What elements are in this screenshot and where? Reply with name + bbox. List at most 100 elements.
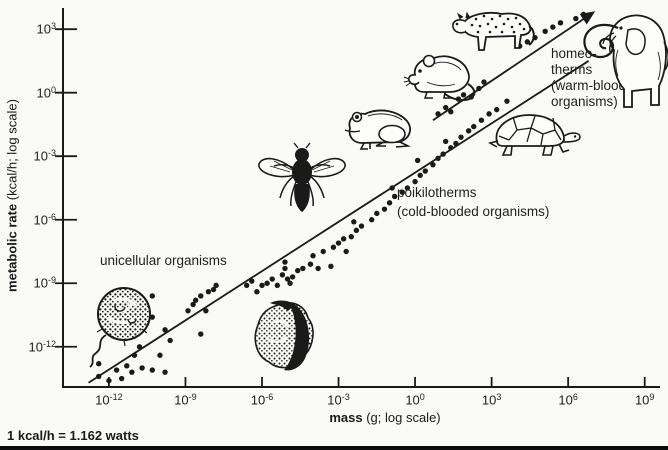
data-point (550, 24, 556, 30)
data-point (389, 185, 395, 191)
data-point (243, 282, 250, 289)
data-point (124, 363, 130, 369)
data-point (307, 261, 314, 267)
x-tick-label-10e6: 106 (558, 392, 578, 408)
data-point (348, 233, 354, 240)
data-point (476, 85, 482, 92)
data-point (315, 265, 321, 272)
x-axis-title: mass (g; log scale) (240, 410, 530, 425)
data-point (149, 367, 155, 373)
data-point (471, 123, 477, 130)
data-point (435, 155, 441, 162)
data-point (310, 253, 316, 259)
data-point (358, 223, 365, 229)
data-point (386, 200, 393, 206)
annotation-unicellular-organisms: unicellular organisms (100, 253, 227, 268)
data-point (422, 168, 428, 174)
data-point (162, 369, 168, 375)
data-point (320, 248, 326, 255)
unit-conversion-note: 1 kcal/h = 1.162 watts (7, 428, 139, 443)
data-point (330, 244, 337, 250)
x-tick-label-10e-6: 10-6 (250, 392, 274, 408)
elephant-icon (583, 14, 668, 108)
data-point (131, 352, 138, 358)
data-point (96, 361, 102, 367)
data-point (167, 337, 173, 344)
data-point (478, 117, 485, 123)
y-axis-title: metabolic rate (kcal/h; log scale) (5, 56, 20, 336)
data-point (113, 367, 120, 373)
data-point (465, 128, 472, 134)
data-point (442, 104, 449, 111)
data-point (190, 301, 196, 308)
data-point (369, 217, 375, 223)
data-point (335, 240, 342, 246)
data-point (136, 344, 143, 350)
data-point (210, 286, 217, 293)
data-point (448, 145, 454, 151)
data-point (381, 206, 388, 212)
x-tick-label-10e3: 103 (481, 392, 502, 408)
data-point (282, 259, 288, 265)
data-series (88, 11, 596, 384)
data-point (542, 28, 548, 34)
data-point (198, 331, 204, 337)
data-point (351, 219, 357, 225)
data-point (460, 92, 467, 98)
data-point (269, 276, 275, 282)
data-point (481, 79, 487, 85)
data-point (573, 15, 579, 22)
trend-line-0 (88, 60, 590, 384)
data-point (486, 111, 492, 117)
data-point (458, 134, 464, 140)
annotation-homeotherms: homeo- therms (warm-blooded organisms) (551, 46, 641, 110)
annotation-homeotherms-line4: organisms) (551, 94, 618, 109)
data-point (414, 157, 421, 164)
y-axis-title-bold: metabolic rate (4, 203, 20, 292)
data-point (139, 365, 145, 371)
y-axis-title-rest: (kcal/h; log scale) (4, 99, 20, 204)
data-point (203, 308, 209, 314)
data-point (287, 280, 293, 286)
x-tick-label-10e-12: 10-12 (95, 392, 123, 408)
data-point (412, 178, 418, 185)
data-point (284, 276, 291, 282)
data-point (504, 98, 510, 104)
annotation-homeotherms-line2: therms (551, 62, 593, 77)
x-tick-label-10e-9: 10-9 (174, 392, 197, 408)
data-point (448, 109, 454, 115)
data-point (295, 267, 301, 274)
data-point (282, 265, 288, 272)
data-point (205, 289, 212, 295)
leopard-icon (452, 11, 535, 51)
x-axis-title-rest: (g; log scale) (362, 410, 441, 425)
data-point (259, 282, 265, 289)
turtle-icon (488, 114, 581, 156)
data-point (149, 293, 155, 299)
data-point (435, 111, 441, 117)
fly-icon (258, 142, 346, 212)
data-point (185, 308, 191, 314)
data-point (580, 11, 587, 18)
y-tick-label-10e-9: 10-9 (33, 275, 56, 291)
data-point (289, 274, 296, 280)
y-tick-label-10e3: 103 (36, 21, 56, 37)
data-point (96, 373, 102, 380)
data-point (264, 280, 270, 286)
annotation-poikilotherms-line2: (cold-blooded organisms) (397, 204, 550, 219)
data-point (374, 210, 380, 217)
data-point (417, 172, 423, 178)
data-point (192, 297, 199, 303)
data-point (279, 272, 286, 278)
series-poikilotherms-and-unicellular-organisms (88, 60, 590, 384)
data-point (157, 352, 163, 358)
data-point (391, 193, 398, 200)
frog-icon (344, 109, 411, 150)
axis-lines (62, 8, 660, 388)
data-point (453, 140, 459, 147)
data-point (249, 278, 255, 284)
data-point (149, 314, 155, 320)
y-tick-label-10e-3: 10-3 (33, 148, 56, 164)
